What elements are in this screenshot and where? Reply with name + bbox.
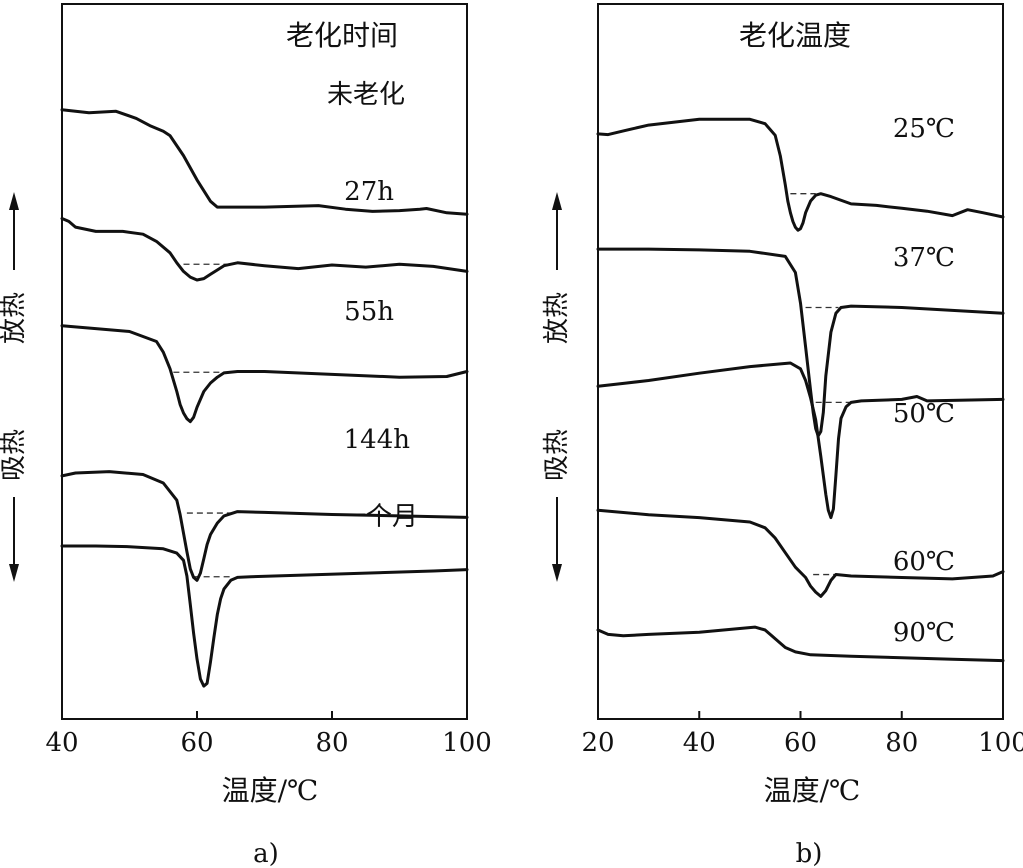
y-label-down-a: 吸热 xyxy=(0,429,29,481)
panel-label-b: b) xyxy=(796,839,823,868)
series-line-b-2 xyxy=(596,361,1005,520)
x-tick-label-b-2: 60 xyxy=(784,728,817,758)
x-tick-label-b-1: 40 xyxy=(683,728,716,758)
series-label-a-4: 一个月 xyxy=(340,502,418,532)
x-tick-label-b-0: 20 xyxy=(581,728,614,758)
x-tick-label-b-4: 100 xyxy=(978,728,1023,758)
chart-title-a: 老化时间 xyxy=(286,19,398,52)
x-axis-label-a: 温度/℃ xyxy=(222,774,319,807)
series-label-a-3: 144h xyxy=(344,425,411,455)
y-label-up-b: 放热 xyxy=(542,292,572,344)
series-line-a-2 xyxy=(60,324,469,424)
series-line-b-3 xyxy=(596,508,1005,598)
series-label-b-3: 60℃ xyxy=(893,547,955,577)
series-label-a-0: 未老化 xyxy=(327,80,405,110)
y-label-down-b: 吸热 xyxy=(542,429,572,481)
panel-b: 20 40 60 80 100 老化温度 25℃ 37℃ 50℃ 60℃ 90℃ 温度/… xyxy=(542,3,1023,868)
panel-a: 40 60 80 100 老化时间 未老化 27h 55h 144h 一个月 温度/℃… xyxy=(0,3,492,868)
series-label-b-2: 50℃ xyxy=(893,399,955,429)
plot-frame-a xyxy=(61,3,468,720)
chart-title-b: 老化温度 xyxy=(739,19,851,52)
series-line-a-3 xyxy=(60,470,469,582)
y-direction-indicator-a: 放热 吸热 xyxy=(0,192,29,582)
x-axis-label-b: 温度/℃ xyxy=(764,774,861,807)
panel-label-a: a) xyxy=(253,839,279,868)
curves-a xyxy=(60,108,469,688)
x-tick-label-b-3: 80 xyxy=(885,728,918,758)
series-label-a-1: 27h xyxy=(344,177,394,207)
series-line-a-1 xyxy=(60,217,469,282)
baselines-b xyxy=(790,193,852,576)
series-line-a-0 xyxy=(60,108,469,216)
y-label-up-a: 放热 xyxy=(0,292,29,344)
series-label-b-0: 25℃ xyxy=(893,114,955,144)
x-tick-label-a-0: 40 xyxy=(45,728,78,758)
series-label-a-2: 55h xyxy=(344,297,394,327)
x-tick-label-a-3: 100 xyxy=(442,728,492,758)
x-axis-ticks-a: 40 60 80 100 xyxy=(45,711,492,758)
plot-frame-b xyxy=(597,3,1004,720)
series-label-b-1: 37℃ xyxy=(893,243,955,273)
x-tick-label-a-1: 60 xyxy=(180,728,213,758)
y-direction-indicator-b: 放热 吸热 xyxy=(542,192,572,582)
series-line-a-4 xyxy=(60,544,469,688)
series-label-b-4: 90℃ xyxy=(893,618,955,648)
baselines-a xyxy=(173,263,231,578)
curves-b xyxy=(596,117,1005,663)
x-axis-ticks-b: 20 40 60 80 100 xyxy=(581,711,1023,758)
series-line-b-4 xyxy=(596,625,1005,663)
x-tick-label-a-2: 80 xyxy=(315,728,348,758)
series-line-b-0 xyxy=(596,117,1005,232)
